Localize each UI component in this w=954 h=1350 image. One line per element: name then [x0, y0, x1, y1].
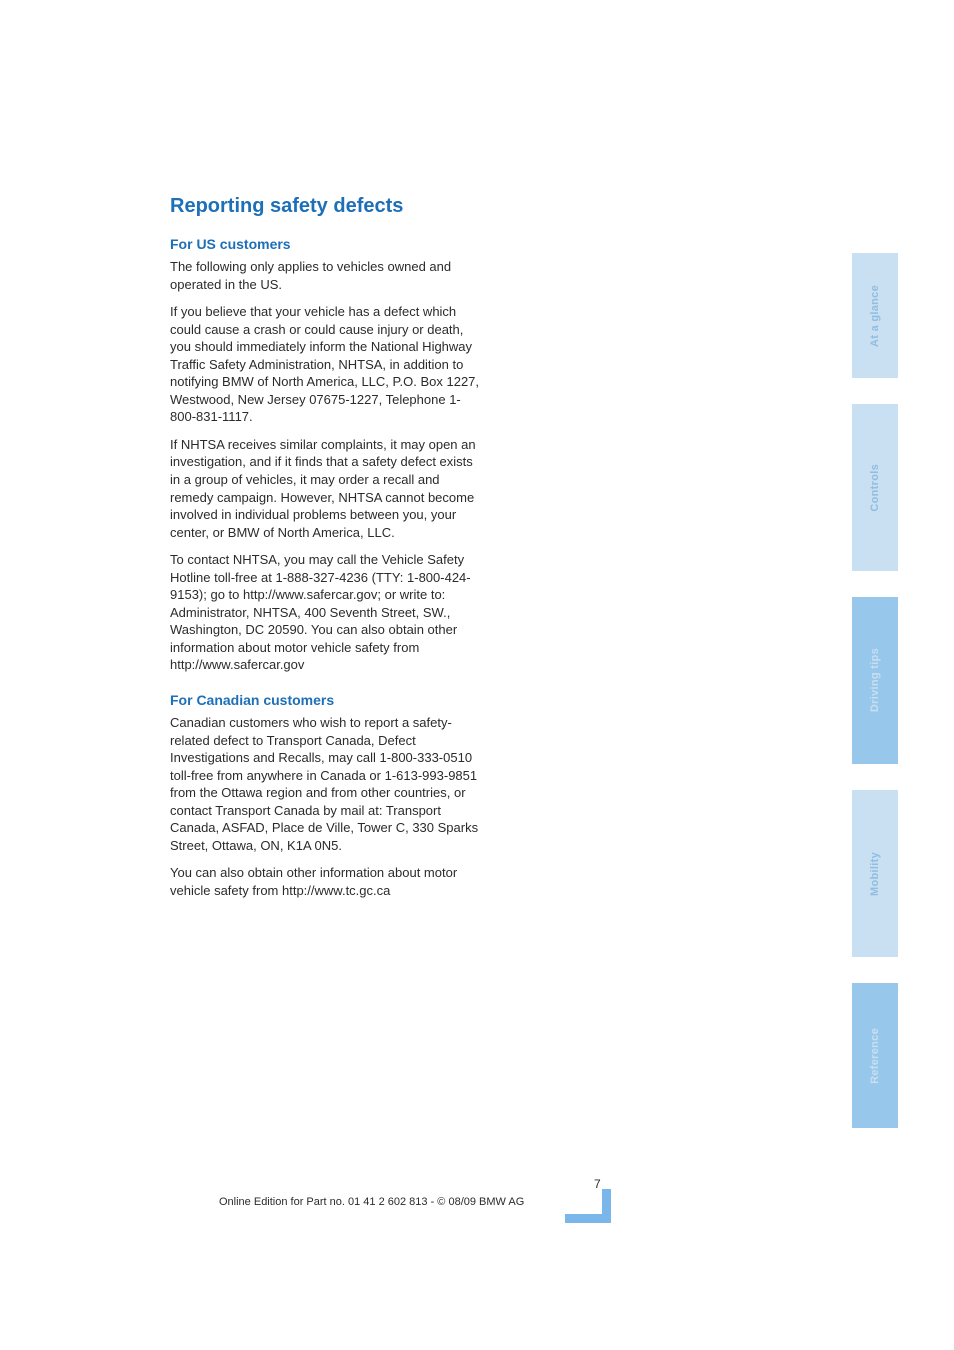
subheading-ca: For Canadian customers: [170, 692, 623, 708]
tab-label: Mobility: [869, 852, 881, 896]
side-tabs: At a glance Controls Driving tips Mobili…: [852, 253, 898, 1154]
page-heading: Reporting safety defects: [170, 195, 623, 218]
page-number: 7: [594, 1177, 601, 1191]
subheading-us: For US customers: [170, 236, 623, 252]
paragraph: To contact NHTSA, you may call the Vehic…: [170, 551, 480, 674]
paragraph: If NHTSA receives similar complaints, it…: [170, 436, 480, 541]
paragraph: The following only applies to vehicles o…: [170, 258, 480, 293]
accent-box-vertical: [602, 1189, 611, 1214]
tab-mobility[interactable]: Mobility: [852, 790, 898, 957]
tab-at-a-glance[interactable]: At a glance: [852, 253, 898, 378]
paragraph: If you believe that your vehicle has a d…: [170, 303, 480, 426]
tab-label: Reference: [869, 1028, 881, 1084]
paragraph: You can also obtain other information ab…: [170, 864, 480, 899]
tab-label: Controls: [869, 464, 881, 512]
tab-driving-tips[interactable]: Driving tips: [852, 597, 898, 764]
accent-box-horizontal: [565, 1214, 611, 1223]
content-column: Reporting safety defects For US customer…: [170, 195, 623, 910]
tab-reference[interactable]: Reference: [852, 983, 898, 1128]
tab-controls[interactable]: Controls: [852, 404, 898, 571]
tab-label: Driving tips: [869, 648, 881, 712]
tab-label: At a glance: [869, 285, 881, 347]
footer-text: Online Edition for Part no. 01 41 2 602 …: [219, 1196, 524, 1208]
paragraph: Canadian customers who wish to report a …: [170, 714, 480, 854]
